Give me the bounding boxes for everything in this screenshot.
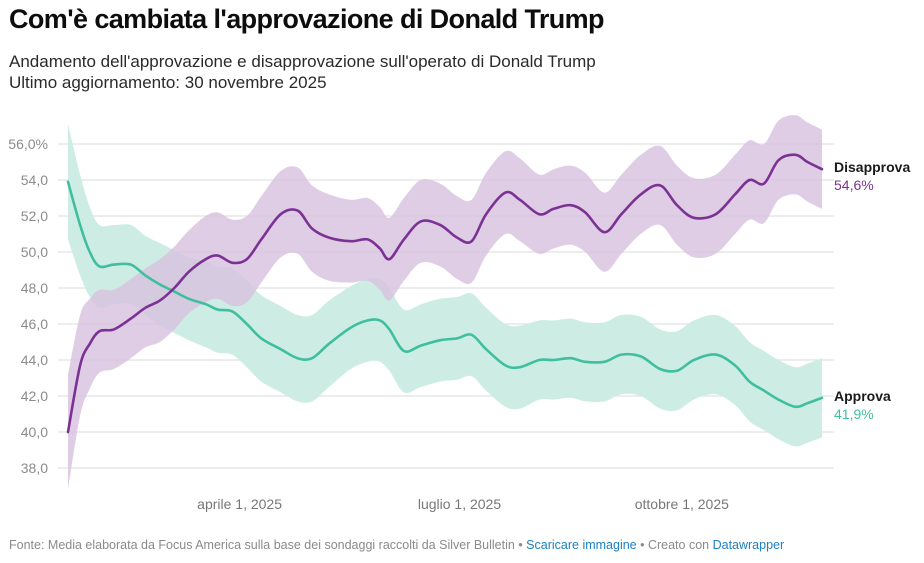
x-tick-label: ottobre 1, 2025 <box>635 496 729 512</box>
series-label-disapprova: Disapprova <box>834 159 910 175</box>
uncertainty-bands <box>68 115 822 490</box>
x-tick-label: aprile 1, 2025 <box>197 496 282 512</box>
y-tick-label: 54,0 <box>21 172 48 188</box>
series-value-approva: 41,9% <box>834 406 874 422</box>
footer: Fonte: Media elaborata da Focus America … <box>9 538 784 552</box>
approval-chart: 38,0 40,0 42,0 44,0 46,0 48,0 50,0 52,0 54,0 56,0… <box>8 115 910 512</box>
download-image-link[interactable]: Scaricare immagine <box>526 538 637 552</box>
series-direct-labels: Approva 41,9% Disapprova 54,6% <box>834 159 910 422</box>
band-disapprova <box>68 115 822 490</box>
chart-subtitle: Andamento dell'approvazione e disapprova… <box>9 52 596 71</box>
chart-title: Com'è cambiata l'approvazione di Donald … <box>9 4 605 34</box>
y-tick-label: 44,0 <box>21 352 48 368</box>
y-tick-label: 46,0 <box>21 316 48 332</box>
line-disapprova <box>66 153 824 434</box>
x-axis-ticks: aprile 1, 2025 luglio 1, 2025 ottobre 1, 2… <box>197 496 729 512</box>
y-axis-ticks: 38,0 40,0 42,0 44,0 46,0 48,0 50,0 52,0 54,0 56,0… <box>8 136 48 476</box>
chart-subtitle-block: Andamento dell'approvazione e disapprova… <box>9 51 596 93</box>
x-tick-label: luglio 1, 2025 <box>418 496 502 512</box>
source-note: Fonte: Media elaborata da Focus America … <box>9 538 515 552</box>
y-tick-label: 56,0% <box>8 136 48 152</box>
y-tick-label: 48,0 <box>21 280 48 296</box>
line-approva <box>66 180 824 409</box>
footer-separator-credit: • Creato con <box>636 538 713 552</box>
datawrapper-link[interactable]: Datawrapper <box>712 538 785 552</box>
footer-separator: • <box>514 538 527 552</box>
y-tick-label: 40,0 <box>21 424 48 440</box>
y-tick-label: 38,0 <box>21 460 48 476</box>
y-tick-label: 42,0 <box>21 388 48 404</box>
last-updated: Ultimo aggiornamento: 30 novembre 2025 <box>9 73 327 92</box>
y-tick-label: 52,0 <box>21 208 48 224</box>
band-approva <box>68 124 822 447</box>
series-lines <box>66 153 824 434</box>
y-tick-label: 50,0 <box>21 244 48 260</box>
series-label-approva: Approva <box>834 388 891 404</box>
series-value-disapprova: 54,6% <box>834 177 874 193</box>
